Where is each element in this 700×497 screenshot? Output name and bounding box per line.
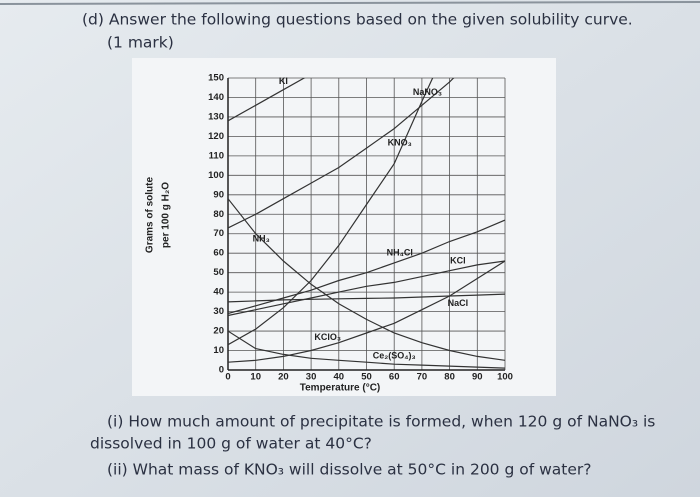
curve [228,78,306,122]
curve [228,78,455,229]
curve [228,198,505,361]
curve [228,293,505,303]
screen-edge [0,1,700,5]
x-tick-label: 100 [497,372,513,383]
y-tick-label: 20 [213,326,224,337]
x-tick-label: 90 [472,372,483,383]
curve-label: NaCl [448,298,469,308]
x-tick-label: 70 [417,372,428,383]
marks: (1 mark) [107,34,174,52]
y-tick-label: 60 [213,248,224,259]
x-tick-label: 40 [334,372,345,383]
y-tick-label: 90 [213,189,224,200]
question-title: (d) Answer the following questions based… [82,11,633,29]
curve-label: KClO₃ [314,332,341,342]
curve [228,260,505,317]
x-tick-label: 10 [250,372,261,383]
curve-label: Ce₂(SO₄)₃ [373,351,416,361]
y-tick-label: 130 [208,111,224,122]
x-tick-label: 80 [444,372,455,383]
curve-label: KNO₃ [388,138,412,148]
x-axis-label: Temperature (°C) [300,383,381,394]
y-tick-label: 80 [213,209,224,220]
y-tick-label: 40 [213,287,224,298]
y-tick-label: 70 [213,228,224,239]
y-tick-label: 140 [208,92,224,103]
question: dissolved in 100 g of water at 40°C? [90,435,372,453]
curve-label: NaNO₃ [413,87,442,97]
y-axis-label: Grams of solute [145,177,156,254]
x-tick-label: 30 [306,372,317,383]
y-tick-label: 110 [209,150,224,161]
curve [228,260,505,363]
x-tick-label: 60 [389,372,400,383]
y-tick-label: 50 [213,267,224,278]
x-tick-label: 50 [361,372,372,383]
y-tick-label: 0 [219,365,224,376]
x-tick-label: 0 [225,372,230,383]
question: (i) How much amount of precipitate is fo… [107,413,655,431]
curve-label: KI [279,76,288,86]
plot [228,78,505,369]
y-axis-label: per 100 g H₂O [161,182,172,248]
curve-label: NH₄Cl [387,247,413,257]
x-tick-label: 20 [278,372,289,383]
curve-label: NH₃ [253,234,270,244]
chart-panel [132,58,556,396]
curve-label: KCl [450,255,466,265]
y-tick-label: 150 [208,73,224,84]
y-tick-label: 30 [213,306,224,317]
y-tick-label: 10 [213,345,224,356]
y-tick-label: 120 [208,131,224,142]
question: (ii) What mass of KNO₃ will dissolve at … [107,461,592,479]
curve [228,330,505,369]
curve [228,78,434,346]
y-tick-label: 100 [208,170,224,181]
